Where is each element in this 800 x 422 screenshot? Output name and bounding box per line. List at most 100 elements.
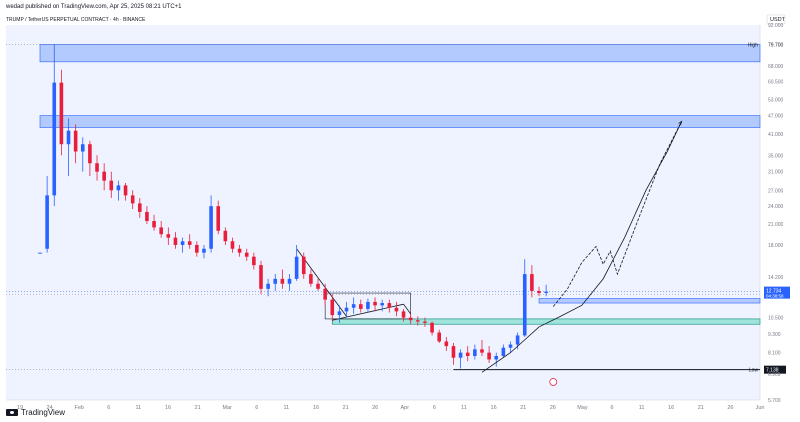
candle-body <box>216 206 221 231</box>
candle-body <box>465 352 470 356</box>
candle-body <box>480 349 484 353</box>
time-tick-label: Apr <box>401 405 410 411</box>
range-box <box>324 292 411 320</box>
candle-body <box>230 241 235 249</box>
candle-body <box>373 301 377 306</box>
candle-body <box>444 341 449 347</box>
time-tick-label: 16 <box>313 405 319 411</box>
candle-body <box>515 335 520 345</box>
candle-body <box>116 185 121 191</box>
time-tick-label: 11 <box>136 405 142 411</box>
candle-body <box>366 301 370 309</box>
candle-body <box>344 307 349 312</box>
candle-body <box>273 278 278 284</box>
time-tick-label: 19 <box>17 405 23 411</box>
candle-body <box>337 311 342 316</box>
time-tick-label: 26 <box>372 405 378 411</box>
candle-body <box>95 163 99 172</box>
time-tick-label: 21 <box>343 405 349 411</box>
last-price-countdown: 04:38:58 <box>766 294 784 299</box>
price-tick-label: 5.700 <box>768 398 781 404</box>
candle-body <box>45 195 49 249</box>
price-tick-label: 60.500 <box>768 80 784 86</box>
trendline <box>403 303 412 315</box>
candle-body <box>522 274 527 336</box>
price-axis-background <box>760 0 800 422</box>
currency-label: USDT <box>770 17 786 23</box>
candle-body <box>437 332 442 342</box>
event-marker-icon <box>549 378 558 386</box>
candle-body <box>209 206 213 249</box>
candle-body <box>537 290 541 294</box>
time-tick-label: 11 <box>284 405 290 411</box>
zone-resistance-band <box>538 298 761 304</box>
marker-label-high: High <box>748 42 759 48</box>
candle-body <box>501 347 506 356</box>
price-tick-label: 8.100 <box>768 351 781 357</box>
candle-body <box>280 278 285 284</box>
candle-body <box>159 227 163 235</box>
candle-body <box>394 307 399 312</box>
marker-value-high: 79.700 <box>768 42 784 48</box>
candle-body <box>252 256 256 266</box>
candle-body <box>59 82 64 145</box>
price-tick-label: 27.000 <box>768 188 784 194</box>
candle-body <box>202 248 206 253</box>
price-tick-label: 31.000 <box>768 170 784 176</box>
time-tick-label: 11 <box>639 405 645 411</box>
time-tick-label: 21 <box>195 405 201 411</box>
candle-body <box>66 130 71 145</box>
candle-body <box>301 256 306 275</box>
time-tick-label: 6 <box>107 405 110 411</box>
candle-body <box>380 303 384 306</box>
candle-body <box>323 288 327 300</box>
price-tick-label: 35.000 <box>768 153 784 159</box>
low-line-tag <box>764 365 786 374</box>
candle-body <box>130 195 135 204</box>
candle-body <box>173 237 178 245</box>
zone-top-supply <box>39 44 761 63</box>
price-tick-label: 24.000 <box>768 204 784 210</box>
candle-body <box>423 321 427 323</box>
price-tick-label: 6.909 <box>768 372 781 378</box>
price-tick-label: 41.000 <box>768 132 784 138</box>
candle-body <box>109 180 114 191</box>
price-tick-label: 47.000 <box>768 114 784 120</box>
price-tick-label: 21.000 <box>768 222 784 228</box>
time-tick-label: 26 <box>550 405 556 411</box>
time-tick-label: 21 <box>520 405 526 411</box>
time-tick-label: Mar <box>222 405 232 411</box>
candle-body <box>73 130 78 152</box>
tradingview-logo-icon <box>6 409 18 416</box>
zone-mid-supply <box>39 115 761 128</box>
candle-body <box>401 311 406 318</box>
candle-body <box>237 248 242 253</box>
candle-body <box>223 230 228 242</box>
candle-body <box>351 304 356 308</box>
candle-body <box>80 144 85 152</box>
candle-body <box>145 211 149 222</box>
candle-body <box>487 352 491 360</box>
price-tick-label: 10.500 <box>768 316 784 322</box>
candle-body <box>458 352 463 358</box>
candle-body <box>266 283 270 289</box>
candle-body <box>416 320 420 322</box>
time-tick-label: 21 <box>698 405 704 411</box>
time-tick-label: 16 <box>165 405 171 411</box>
candle-body <box>473 349 477 356</box>
publish-caption: wedad published on TradingView.com, Apr … <box>6 4 182 10</box>
projection-curve <box>481 121 682 373</box>
candle-body <box>138 203 142 212</box>
candle-body <box>152 221 156 228</box>
candle-body <box>508 344 513 348</box>
tradingview-logo[interactable]: TradingView <box>6 408 65 417</box>
candle-body <box>123 185 128 196</box>
candle-body <box>52 82 57 196</box>
marker-label-low: Low <box>749 368 759 374</box>
candle-body <box>180 241 185 245</box>
currency-badge <box>766 14 786 25</box>
candle-body <box>38 252 42 254</box>
last-price-value: 12.734 <box>766 289 782 295</box>
